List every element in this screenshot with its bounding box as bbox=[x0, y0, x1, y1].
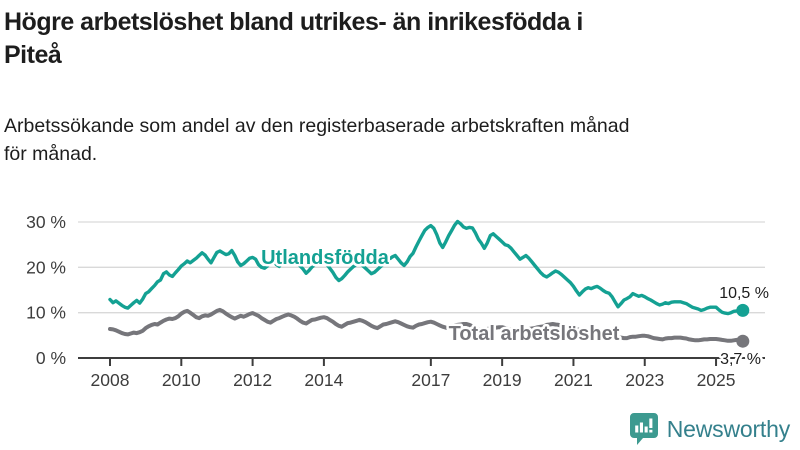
y-axis-labels: 0 % 10 % 20 % 30 % bbox=[26, 212, 66, 368]
x-tick-label: 2023 bbox=[625, 370, 664, 390]
y-tick-label: 30 % bbox=[26, 212, 66, 232]
y-tick-label: 20 % bbox=[26, 257, 66, 277]
newsworthy-logo-icon bbox=[629, 413, 658, 445]
x-tick-label: 2012 bbox=[233, 370, 272, 390]
y-tick-label: 10 % bbox=[26, 303, 66, 323]
x-tick-label: 2014 bbox=[304, 370, 343, 390]
chart-title: Högre arbetslöshet bland utrikes- än inr… bbox=[4, 6, 784, 72]
line-total-arbetsloshet bbox=[108, 307, 745, 344]
chart-subtitle: Arbetssökande som andel av den registerb… bbox=[4, 112, 784, 168]
newsworthy-logo: Newsworthy bbox=[629, 412, 790, 446]
chart-title-line2: Piteå bbox=[4, 41, 62, 69]
x-axis-tick-labels: 2008 2010 2012 2014 2017 2019 2021 2023 2025 bbox=[91, 370, 736, 390]
x-tick-label: 2010 bbox=[162, 370, 201, 390]
line-utlandsfodda bbox=[108, 219, 745, 316]
newsworthy-logo-text: Newsworthy bbox=[666, 415, 790, 442]
chart-subtitle-line2: för månad. bbox=[4, 143, 98, 165]
x-tick-label: 2008 bbox=[91, 370, 130, 390]
end-value-label-utlandsfodda: 10,5 % bbox=[719, 285, 769, 302]
end-dot-utlandsfodda bbox=[736, 303, 750, 317]
x-tick-label: 2021 bbox=[554, 370, 593, 390]
x-axis-ticks bbox=[109, 358, 718, 366]
end-value-label-total: 3,7 % bbox=[720, 351, 761, 368]
y-tick-label: 0 % bbox=[36, 348, 66, 368]
series-label-total-arbetsloshet: Total arbetslöshet bbox=[449, 323, 620, 345]
end-dot-total bbox=[736, 334, 750, 348]
x-tick-label: 2017 bbox=[411, 370, 450, 390]
series-label-utlandsfodda: Utlandsfödda bbox=[261, 247, 390, 269]
x-tick-label: 2025 bbox=[697, 370, 736, 390]
x-tick-label: 2019 bbox=[483, 370, 522, 390]
chart-subtitle-line1: Arbetssökande som andel av den registerb… bbox=[4, 115, 630, 137]
chart-title-line1: Högre arbetslöshet bland utrikes- än inr… bbox=[4, 8, 583, 36]
